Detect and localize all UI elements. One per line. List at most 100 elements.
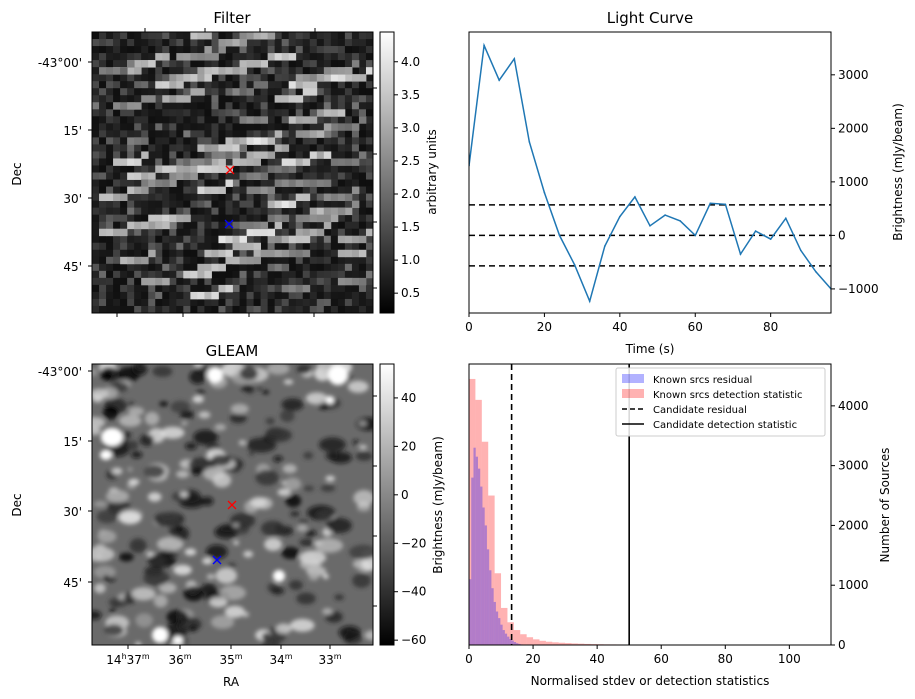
filter-frame xyxy=(91,31,374,314)
residual-bar xyxy=(493,601,496,645)
residual-bar xyxy=(469,579,472,645)
legend-label: Known srcs residual xyxy=(653,375,752,386)
detection-bar xyxy=(501,607,508,645)
lightcurve-point xyxy=(573,264,576,266)
reference-marker xyxy=(212,555,222,565)
residual-bar xyxy=(473,447,476,645)
residual-bar xyxy=(498,618,501,645)
histogram-xtick-label: 40 xyxy=(590,652,605,666)
filter-colorbar-tick-label: 1.0 xyxy=(401,253,420,267)
residual-bar xyxy=(507,636,510,645)
lightcurve-point xyxy=(498,79,501,81)
histogram-legend: Known srcs residual Known srcs detection… xyxy=(615,367,826,437)
lightcurve-point xyxy=(513,58,516,60)
lightcurve-ytick-label: 3000 xyxy=(838,68,869,82)
lightcurve-point xyxy=(815,271,817,273)
residual-bar xyxy=(482,507,485,645)
gleam-colorbar-gradient xyxy=(379,363,395,646)
filter-colorbar-label: arbitrary units xyxy=(425,129,439,215)
residual-bar xyxy=(489,570,492,645)
gleam-colorbar: −60 −40 −20 0 20 40 xyxy=(379,363,426,647)
gleam-xtick-label: 36m xyxy=(168,652,191,667)
detection-bar xyxy=(545,641,553,645)
gleam-colorbar-label: Brightness (mJy/beam) xyxy=(431,436,445,574)
lightcurve-xlabel: Time (s) xyxy=(625,342,675,356)
residual-bar xyxy=(480,486,483,645)
legend-swatch-residual xyxy=(622,374,644,383)
candidate-marker xyxy=(227,500,237,510)
lightcurve-point xyxy=(588,300,591,303)
lightcurve-point xyxy=(800,249,802,252)
detection-bar xyxy=(513,630,521,645)
filter-colorbar-tick-label: 2.0 xyxy=(401,187,420,201)
detection-bar xyxy=(526,637,534,645)
gleam-title: GLEAM xyxy=(206,342,259,360)
lightcurve-ytick-label: 2000 xyxy=(838,121,869,135)
lightcurve-ytick-label: −1000 xyxy=(838,282,879,296)
lightcurve-point xyxy=(664,214,666,216)
lightcurve-panel: Light Curve 0 20 40 60 80−10000100020003000 … xyxy=(465,9,905,356)
residual-bar xyxy=(486,549,490,645)
detection-bar xyxy=(507,622,514,645)
detection-bar xyxy=(558,642,566,645)
filter-colorbar-tick-label: 0.5 xyxy=(401,286,420,300)
lightcurve-ylabel: Brightness (mJy/beam) xyxy=(891,103,905,241)
detection-bar xyxy=(494,573,502,645)
filter-colorbar-tick-label: 3.0 xyxy=(401,121,420,135)
residual-bar xyxy=(516,643,519,645)
gleam-xtick-label: 35m xyxy=(219,652,242,667)
residual-bar xyxy=(500,624,503,645)
filter-panel: Filter Dec -43°00' 15' 30' 45' xyxy=(10,9,439,317)
histogram-xlabel: Normalised stdev or detection statistics xyxy=(531,674,770,688)
histogram-ylabel: Number of Sources xyxy=(878,448,892,563)
lightcurve-line xyxy=(469,42,831,304)
lightcurve-point xyxy=(634,196,636,198)
detection-bar xyxy=(481,441,489,645)
lightcurve-point xyxy=(694,234,697,237)
lightcurve-frame xyxy=(468,31,832,314)
detection-bar xyxy=(488,495,495,645)
lightcurve-point xyxy=(649,225,651,227)
gleam-ytick-label: 45' xyxy=(63,576,82,590)
histogram-xtick-label: 100 xyxy=(778,652,801,666)
lightcurve-point xyxy=(679,220,681,222)
filter-colorbar-tick-label: 4.0 xyxy=(401,55,420,69)
filter-markers xyxy=(224,165,235,229)
gleam-xtick-label: 33m xyxy=(318,652,341,667)
legend-label: Candidate detection statistic xyxy=(653,420,797,431)
gleam-ytick-label: 30' xyxy=(63,505,82,519)
candidate-marker xyxy=(225,165,235,175)
detection-bar xyxy=(520,634,527,645)
gleam-colorbar-tick-label: −20 xyxy=(401,536,426,550)
gleam-ytick-label: -43°00' xyxy=(38,365,82,379)
lightcurve-xtick-label: 20 xyxy=(537,320,552,334)
histogram-ytick-label: 2000 xyxy=(838,518,869,532)
histogram-frame xyxy=(468,363,832,646)
histogram-xtick-label: 0 xyxy=(465,652,473,666)
detection-bar xyxy=(577,643,585,645)
lightcurve-xtick-label: 80 xyxy=(763,320,778,334)
detection-bar xyxy=(539,640,546,645)
legend-label: Candidate residual xyxy=(653,405,747,416)
histogram-ytick-label: 0 xyxy=(838,638,846,652)
gleam-xlabel: RA xyxy=(223,675,240,689)
gleam-colorbar-tick-label: 20 xyxy=(401,439,416,453)
filter-title: Filter xyxy=(213,9,251,27)
detection-bar xyxy=(565,643,572,645)
gleam-xtick-label: 14h37m xyxy=(106,652,150,667)
residual-bar xyxy=(513,642,517,645)
residual-bar xyxy=(509,639,512,645)
residual-bar xyxy=(475,456,478,645)
lightcurve-ytick-label: 0 xyxy=(838,228,846,242)
detection-bar xyxy=(469,378,476,645)
gleam-ylabel: Dec xyxy=(10,493,24,516)
legend-label: Known srcs detection statistic xyxy=(653,390,802,401)
lightcurve-point xyxy=(528,140,531,143)
histogram-xtick-label: 20 xyxy=(525,652,540,666)
detection-bar xyxy=(552,642,559,645)
lightcurve-point xyxy=(619,215,621,218)
filter-colorbar-tick-label: 1.5 xyxy=(401,220,420,234)
gleam-xtick-label: 34m xyxy=(269,652,292,667)
